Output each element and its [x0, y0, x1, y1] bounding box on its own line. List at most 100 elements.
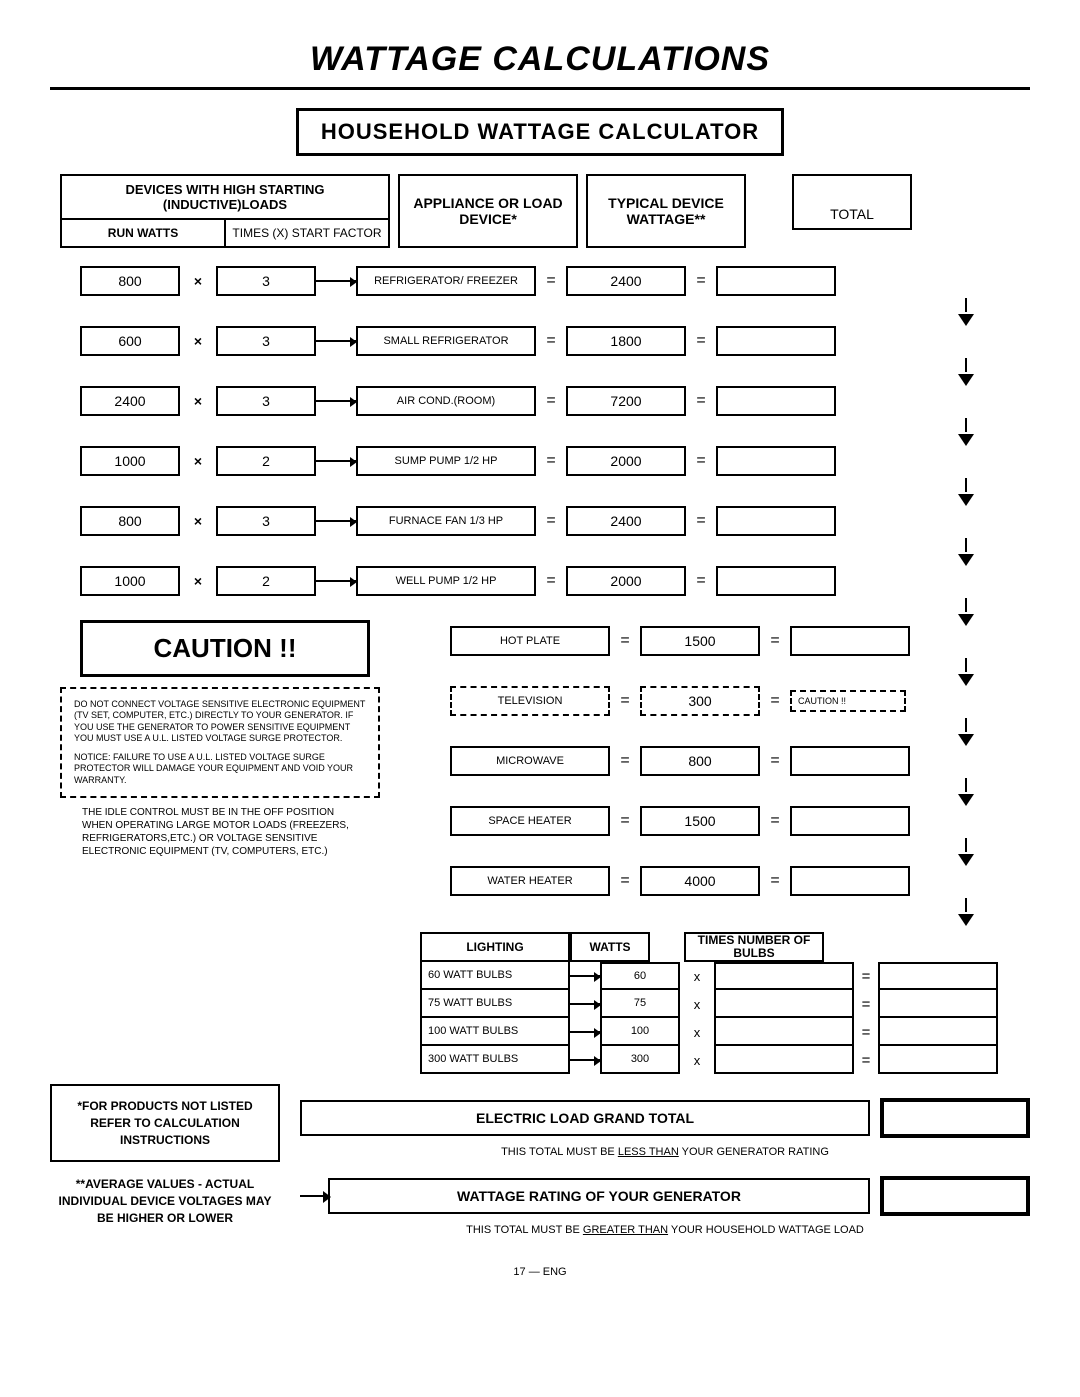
- gen-rating-row: WATTAGE RATING OF YOUR GENERATOR: [300, 1176, 1030, 1216]
- inductive-row: 2400 × 3 AIR COND.(ROOM) = 7200 =: [50, 386, 1030, 416]
- appliance-cell: FURNACE FAN 1/3 HP: [356, 506, 536, 536]
- factor-cell: 3: [216, 386, 316, 416]
- total-input[interactable]: [716, 566, 836, 596]
- bulb-count-input[interactable]: [714, 1046, 854, 1074]
- run-watts-cell: 2400: [80, 386, 180, 416]
- typical-wattage-cell: 800: [640, 746, 760, 776]
- times-symbol: x: [680, 1053, 714, 1068]
- simple-row: WATER HEATER = 4000 =: [410, 866, 1030, 896]
- equals-symbol: =: [536, 572, 566, 590]
- connector: [570, 1003, 600, 1005]
- bulb-watts: 60: [600, 962, 680, 990]
- equals-symbol: =: [760, 812, 790, 830]
- connector: [570, 1031, 600, 1033]
- connector: [316, 460, 356, 462]
- hdr-run-watts: RUN WATTS: [62, 220, 226, 246]
- appliance-cell: SMALL REFRIGERATOR: [356, 326, 536, 356]
- typical-wattage-cell: 300: [640, 686, 760, 716]
- equals-symbol: =: [686, 392, 716, 410]
- down-arrow-icon: [958, 494, 974, 506]
- equals-symbol: =: [760, 752, 790, 770]
- hdr-inductive: DEVICES WITH HIGH STARTING (INDUCTIVE)LO…: [60, 174, 390, 248]
- simple-rows: HOT PLATE = 1500 = TELEVISION = 300 = CA…: [400, 626, 1030, 926]
- times-symbol: x: [680, 969, 714, 984]
- typical-wattage-cell: 2400: [566, 506, 686, 536]
- appliance-cell: MICROWAVE: [450, 746, 610, 776]
- down-arrow-icon: [958, 734, 974, 746]
- bulb-total-input[interactable]: [878, 1046, 998, 1074]
- total-input[interactable]: [716, 386, 836, 416]
- section-title: HOUSEHOLD WATTAGE CALCULATOR: [296, 108, 784, 156]
- run-watts-cell: 1000: [80, 446, 180, 476]
- equals-symbol: =: [760, 692, 790, 710]
- bulb-total-input[interactable]: [878, 962, 998, 990]
- simple-row: TELEVISION = 300 = CAUTION !!: [410, 686, 1030, 716]
- gen-rating-label: WATTAGE RATING OF YOUR GENERATOR: [328, 1178, 870, 1214]
- typical-wattage-cell: 2000: [566, 566, 686, 596]
- inductive-row: 800 × 3 REFRIGERATOR/ FREEZER = 2400 =: [50, 266, 1030, 296]
- inductive-row: 1000 × 2 SUMP PUMP 1/2 HP = 2000 =: [50, 446, 1030, 476]
- run-watts-cell: 800: [80, 506, 180, 536]
- lighting-label: LIGHTING: [420, 932, 570, 962]
- header-row: DEVICES WITH HIGH STARTING (INDUCTIVE)LO…: [60, 174, 1030, 248]
- grand-total-input[interactable]: [880, 1098, 1030, 1138]
- times-symbol: x: [680, 997, 714, 1012]
- hdr-inductive-top: DEVICES WITH HIGH STARTING (INDUCTIVE)LO…: [62, 176, 388, 220]
- bulb-count-input[interactable]: [714, 962, 854, 990]
- appliance-cell: SUMP PUMP 1/2 HP: [356, 446, 536, 476]
- total-input[interactable]: [790, 866, 910, 896]
- grand-note-2: THIS TOTAL MUST BE GREATER THAN YOUR HOU…: [300, 1224, 1030, 1236]
- bulb-total-input[interactable]: [878, 1018, 998, 1046]
- down-arrow-icon: [958, 794, 974, 806]
- grand-total-row: ELECTRIC LOAD GRAND TOTAL: [300, 1098, 1030, 1138]
- gen-rating-input[interactable]: [880, 1176, 1030, 1216]
- times-bulbs-label: TIMES NUMBER OF BULBS: [684, 932, 824, 962]
- bulb-name: 100 WATT BULBS: [420, 1018, 570, 1046]
- caution-text-2: NOTICE: FAILURE TO USE A U.L. LISTED VOL…: [74, 752, 366, 786]
- simple-row: HOT PLATE = 1500 =: [410, 626, 1030, 656]
- caution-text-1: DO NOT CONNECT VOLTAGE SENSITIVE ELECTRO…: [74, 699, 366, 744]
- total-input[interactable]: [716, 266, 836, 296]
- run-watts-cell: 1000: [80, 566, 180, 596]
- caution-text-box: DO NOT CONNECT VOLTAGE SENSITIVE ELECTRO…: [60, 687, 380, 798]
- typical-wattage-cell: 2000: [566, 446, 686, 476]
- equals-symbol: =: [854, 1024, 878, 1041]
- equals-symbol: =: [610, 812, 640, 830]
- hdr-typical: TYPICAL DEVICE WATTAGE**: [586, 174, 746, 248]
- times-symbol: ×: [180, 333, 216, 349]
- typical-wattage-cell: 1800: [566, 326, 686, 356]
- simple-row: SPACE HEATER = 1500 =: [410, 806, 1030, 836]
- watts-label: WATTS: [570, 932, 650, 962]
- typical-wattage-cell: 4000: [640, 866, 760, 896]
- factor-cell: 2: [216, 566, 316, 596]
- inductive-row: 1000 × 2 WELL PUMP 1/2 HP = 2000 =: [50, 566, 1030, 596]
- total-input[interactable]: [790, 626, 910, 656]
- factor-cell: 3: [216, 326, 316, 356]
- inductive-row: 600 × 3 SMALL REFRIGERATOR = 1800 =: [50, 326, 1030, 356]
- bulb-count-input[interactable]: [714, 1018, 854, 1046]
- down-arrow-icon: [958, 614, 974, 626]
- equals-symbol: =: [686, 332, 716, 350]
- equals-symbol: =: [760, 872, 790, 890]
- equals-symbol: =: [536, 272, 566, 290]
- equals-symbol: =: [686, 272, 716, 290]
- typical-wattage-cell: 2400: [566, 266, 686, 296]
- total-input[interactable]: [716, 506, 836, 536]
- total-input[interactable]: [716, 326, 836, 356]
- bulb-name: 60 WATT BULBS: [420, 962, 570, 990]
- factor-cell: 3: [216, 506, 316, 536]
- bulb-count-input[interactable]: [714, 990, 854, 1018]
- inductive-row: 800 × 3 FURNACE FAN 1/3 HP = 2400 =: [50, 506, 1030, 536]
- page-number: 17 — ENG: [50, 1266, 1030, 1278]
- equals-symbol: =: [610, 632, 640, 650]
- total-input[interactable]: [790, 746, 910, 776]
- bulb-watts: 100: [600, 1018, 680, 1046]
- bulb-total-input[interactable]: [878, 990, 998, 1018]
- title-rule: [50, 87, 1030, 90]
- total-input[interactable]: [790, 806, 910, 836]
- equals-symbol: =: [610, 692, 640, 710]
- inductive-rows: 800 × 3 REFRIGERATOR/ FREEZER = 2400 = 6…: [50, 266, 1030, 626]
- appliance-cell: REFRIGERATOR/ FREEZER: [356, 266, 536, 296]
- appliance-cell: WATER HEATER: [450, 866, 610, 896]
- total-input[interactable]: [716, 446, 836, 476]
